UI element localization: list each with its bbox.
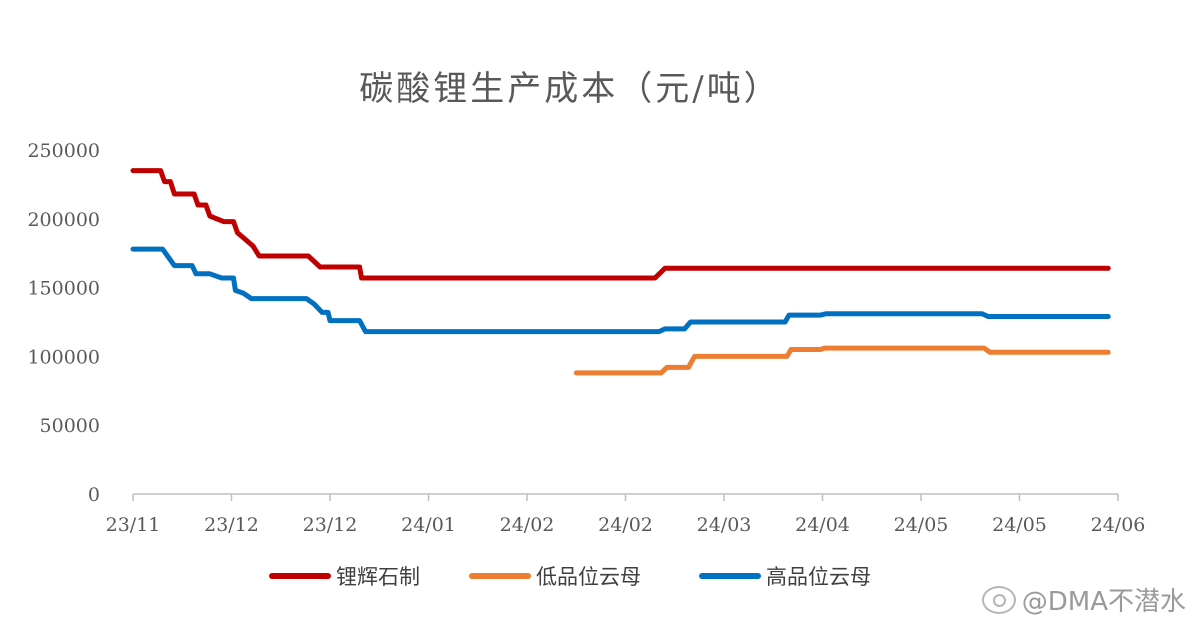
x-tick-label: 24/02 (500, 514, 555, 536)
x-tick-label: 24/03 (697, 514, 752, 536)
x-axis: 23/11 23/12 23/12 24/01 24/02 24/02 24/03 24/04… (106, 493, 1146, 536)
y-tick-label: 250000 (27, 140, 100, 162)
x-tick-label: 24/04 (795, 514, 850, 536)
x-tick-label: 23/12 (204, 514, 259, 536)
series-line-1 (130, 168, 1111, 281)
y-tick-label: 100000 (27, 346, 100, 368)
legend-label: 锂辉石制 (336, 565, 420, 589)
chart-title: 碳酸锂生产成本（元/吨） (359, 69, 780, 109)
y-tick-label: 0 (88, 484, 100, 506)
y-tick-label: 50000 (40, 415, 100, 437)
x-tick-label: 23/12 (303, 514, 358, 536)
series-line-3 (130, 246, 1111, 335)
x-tick-label: 24/05 (894, 514, 949, 536)
y-axis: 0 50000 100000 150000 200000 250000 (27, 140, 100, 506)
legend-label: 低品位云母 (536, 565, 641, 589)
weibo-icon (981, 585, 1016, 614)
legend-label: 高品位云母 (766, 565, 871, 589)
x-tick-label: 24/05 (992, 514, 1047, 536)
x-tick-label: 23/11 (106, 514, 161, 536)
watermark-text: @DMA不潜水 (1021, 587, 1186, 617)
legend: 锂辉石制 低品位云母 高品位云母 (269, 565, 871, 589)
y-tick-label: 150000 (27, 278, 100, 300)
x-tick-label: 24/01 (401, 514, 456, 536)
x-tick-label: 24/06 (1091, 514, 1146, 536)
x-tick-label: 24/02 (598, 514, 653, 536)
watermark: @DMA不潜水 (981, 581, 1186, 618)
series-group (130, 168, 1111, 376)
y-tick-label: 200000 (27, 209, 100, 231)
series-line-2 (573, 345, 1111, 376)
